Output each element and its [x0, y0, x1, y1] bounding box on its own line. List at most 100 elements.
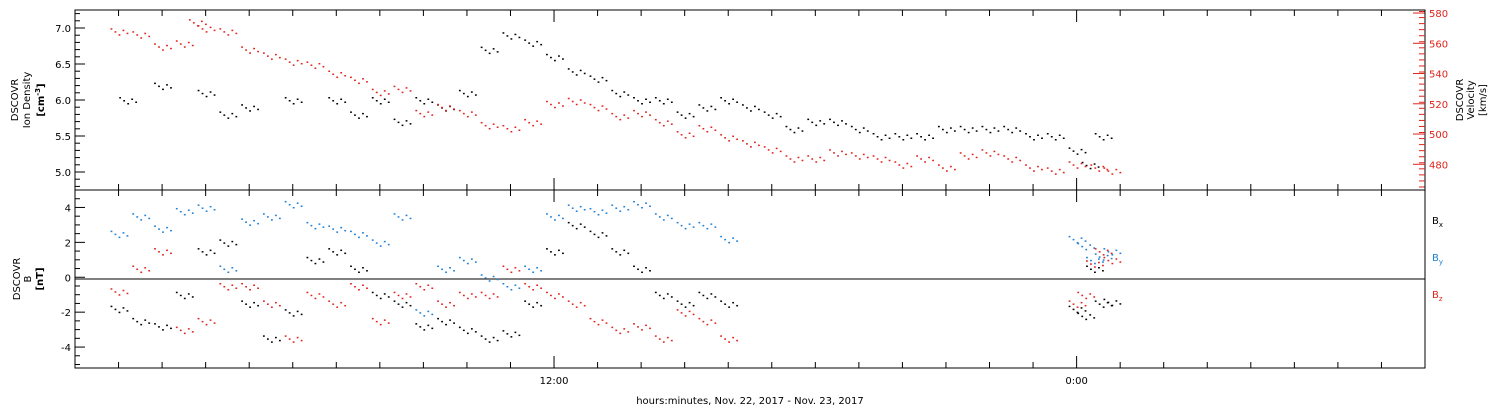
by-point — [698, 221, 701, 224]
bx-point — [132, 317, 135, 320]
bz-point — [453, 304, 455, 307]
tick-label: 2 — [65, 238, 71, 249]
density-point — [296, 98, 299, 100]
bz-point — [488, 297, 491, 300]
bottom-ylabel-line1: DSCOVR — [12, 258, 23, 301]
velocity-point — [771, 152, 774, 154]
velocity-point — [767, 149, 770, 151]
density-point — [558, 55, 560, 57]
bz-point — [366, 287, 368, 289]
bx-point — [462, 329, 465, 332]
density-point — [123, 100, 126, 102]
density-point — [698, 104, 701, 106]
bx-point — [1098, 303, 1101, 305]
density-point — [916, 133, 918, 135]
velocity-point — [888, 159, 891, 162]
by-point — [175, 207, 178, 210]
by-point — [1085, 248, 1088, 251]
density-point — [205, 95, 208, 98]
bz-point — [524, 282, 527, 285]
velocity-point — [336, 76, 339, 79]
bx-point — [227, 245, 230, 247]
velocity-point — [532, 124, 535, 127]
bz-point — [209, 319, 212, 321]
density-point — [876, 136, 879, 138]
bx-point — [554, 254, 556, 256]
density-point — [379, 103, 382, 105]
velocity-point — [916, 155, 918, 157]
density-point — [292, 103, 295, 105]
by-point — [257, 222, 259, 225]
velocity-point — [362, 78, 364, 80]
density-point — [575, 74, 578, 76]
bz-point — [680, 312, 683, 314]
by-point — [1086, 256, 1088, 259]
density-point — [884, 134, 887, 136]
bx-point — [419, 326, 422, 328]
bx-point — [623, 249, 626, 252]
velocity-point — [989, 155, 992, 157]
velocity-point — [200, 20, 203, 23]
bz-point — [611, 326, 614, 329]
by-point — [170, 229, 172, 232]
velocity-point — [779, 150, 782, 153]
bx-point — [583, 226, 586, 228]
bx-point — [358, 271, 360, 274]
velocity-point — [278, 56, 281, 59]
bx-point — [375, 294, 378, 297]
velocity-point — [880, 161, 883, 163]
bx-point — [676, 300, 679, 302]
bz-point — [213, 322, 216, 324]
density-point — [474, 94, 477, 96]
density-point — [1062, 137, 1065, 139]
density-point — [633, 97, 635, 99]
bx-point — [1103, 298, 1106, 301]
bx-point — [1085, 318, 1088, 321]
velocity-point — [371, 88, 374, 91]
bz-point — [162, 254, 164, 256]
bz-point — [126, 292, 129, 295]
velocity-point — [274, 53, 277, 56]
density-point — [415, 97, 418, 99]
velocity-point — [575, 103, 578, 106]
velocity-point — [423, 115, 426, 118]
velocity-point — [775, 147, 778, 150]
velocity-point — [649, 114, 651, 116]
by-point — [453, 270, 455, 272]
by-point — [680, 224, 683, 227]
bz-point — [692, 313, 695, 316]
bx-point — [191, 296, 194, 298]
density-point — [1084, 151, 1087, 154]
velocity-point — [997, 153, 1000, 156]
by-point — [554, 219, 556, 221]
tick-label: 7.0 — [55, 24, 71, 35]
by-point — [1103, 248, 1106, 250]
bz-point — [1084, 304, 1087, 307]
by-point — [306, 221, 309, 224]
velocity-point — [797, 156, 800, 159]
density-point — [480, 46, 483, 49]
bx-point — [379, 297, 382, 300]
velocity-point — [763, 146, 766, 148]
bz-point — [132, 265, 135, 268]
bx-point — [136, 320, 139, 323]
by-point — [546, 213, 548, 215]
density-point — [615, 92, 618, 95]
bz-point — [191, 331, 194, 333]
by-point — [736, 240, 739, 242]
by-point — [571, 207, 574, 209]
velocity-point — [554, 106, 556, 109]
density-point — [619, 95, 622, 98]
velocity-point — [750, 146, 752, 148]
bz-point — [318, 293, 321, 295]
velocity-point — [829, 149, 831, 151]
by-point — [118, 236, 121, 239]
by-point — [502, 282, 505, 285]
velocity-point — [405, 87, 408, 89]
by-point — [1072, 238, 1075, 241]
by-point — [375, 242, 378, 244]
bz-point — [170, 252, 172, 255]
velocity-point — [658, 121, 661, 124]
bx-point — [288, 312, 291, 314]
bx-point — [720, 300, 723, 302]
